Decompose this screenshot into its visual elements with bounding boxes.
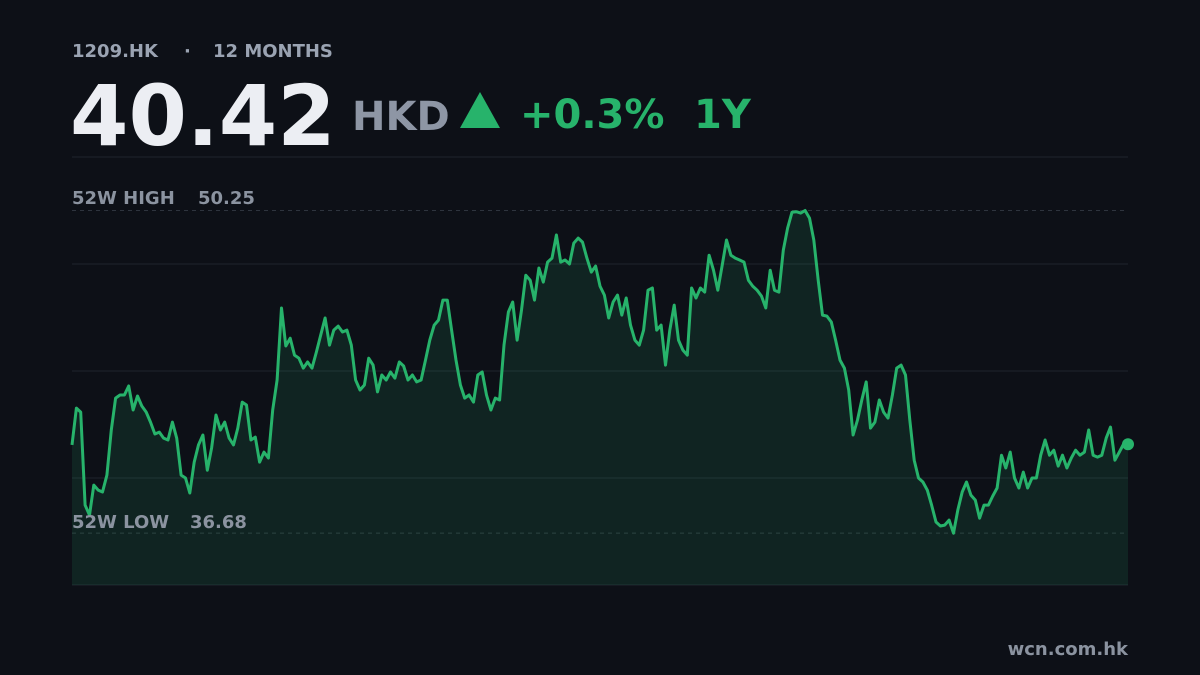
separator: ·: [184, 41, 191, 62]
last-point: [1122, 438, 1134, 451]
up-arrow: [460, 92, 500, 128]
range: 1Y: [694, 92, 752, 138]
change: +0.3%: [520, 92, 664, 138]
price-line: [70, 209, 1129, 535]
low-value: 36.68: [190, 512, 247, 533]
area: [72, 210, 1128, 585]
high-value: 50.25: [198, 188, 255, 209]
source: wcn.com.hk: [1008, 639, 1129, 660]
ticker: 1209.HK: [72, 41, 159, 62]
high-label: 52W HIGH: [72, 188, 175, 209]
price: 40.42: [70, 67, 336, 165]
plot: [70, 156, 1134, 586]
low-label: 52W LOW: [72, 512, 169, 533]
currency: HKD: [352, 94, 450, 140]
period: 12 MONTHS: [213, 41, 333, 62]
